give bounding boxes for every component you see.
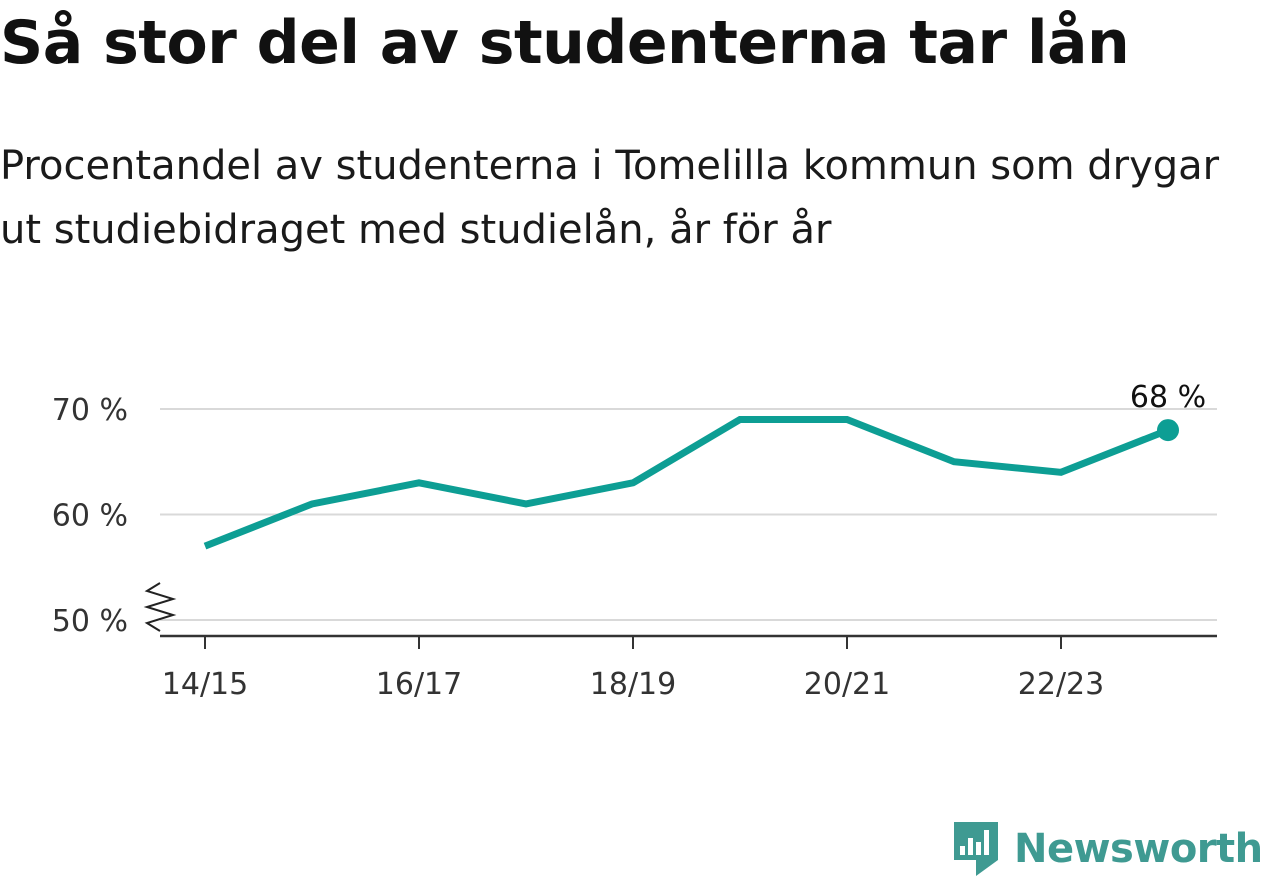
chart-subtitle: Procentandel av studenterna i Tomelilla … <box>0 143 1220 253</box>
end-point-marker <box>1157 419 1179 442</box>
x-tick-label: 18/19 <box>590 667 676 702</box>
chart-title: Så stor del av studenterna tar lån <box>0 8 1130 78</box>
newsworthy-logo: Newsworthy <box>952 820 1262 878</box>
x-tick-label: 14/15 <box>162 667 248 702</box>
axis-break-icon <box>143 582 177 632</box>
y-tick-label: 60 % <box>52 499 128 534</box>
brand-name: Newsworthy <box>1014 826 1262 872</box>
x-tick-label: 16/17 <box>376 667 462 702</box>
series-line <box>203 416 1170 550</box>
y-tick-label: 50 % <box>52 604 128 639</box>
y-tick-label: 70 % <box>52 393 128 428</box>
end-point-label: 68 % <box>1130 380 1206 415</box>
x-tick-label: 20/21 <box>804 667 890 702</box>
newsworthy-logo-icon <box>954 822 998 876</box>
x-tick-label: 22/23 <box>1018 667 1104 702</box>
